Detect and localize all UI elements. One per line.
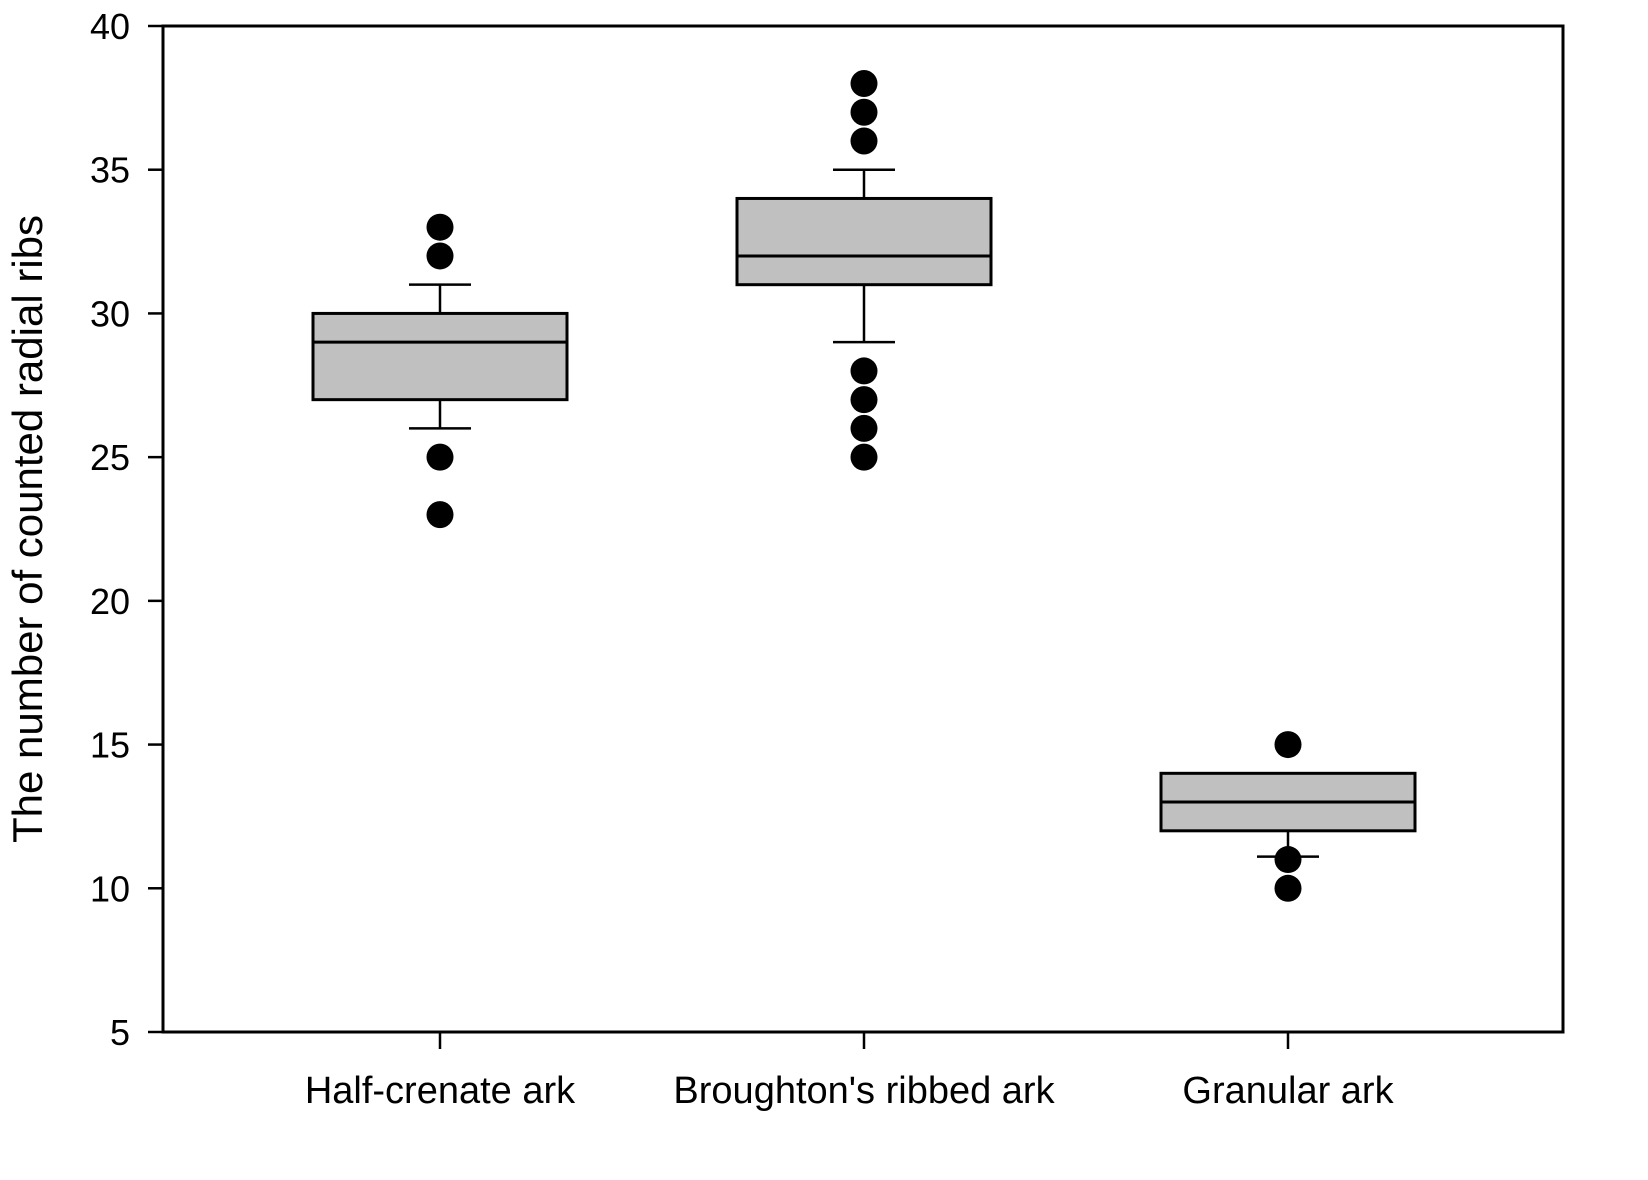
x-category-label: Broughton's ribbed ark: [673, 1070, 1055, 1112]
outlier-point: [426, 443, 454, 471]
outlier-point: [1274, 731, 1302, 759]
outlier-point: [850, 386, 878, 414]
x-category-label: Half-crenate ark: [305, 1070, 576, 1112]
outlier-point: [850, 98, 878, 126]
outlier-point: [850, 357, 878, 385]
box-0: [311, 213, 569, 529]
outlier-point: [426, 242, 454, 270]
y-tick-label: 20: [90, 581, 130, 622]
x-category-label: Granular ark: [1182, 1070, 1394, 1112]
outlier-point: [426, 501, 454, 529]
y-axis-title: The number of counted radial ribs: [4, 215, 51, 843]
outlier-point: [850, 127, 878, 155]
outlier-point: [1274, 874, 1302, 902]
outlier-point: [850, 69, 878, 97]
outlier-point: [1274, 846, 1302, 874]
outlier-point: [850, 443, 878, 471]
y-tick-label: 25: [90, 437, 130, 478]
outlier-point: [426, 213, 454, 241]
outlier-point: [850, 414, 878, 442]
x-axis: Half-crenate ark Broughton's ribbed ark Gr…: [305, 1032, 1395, 1112]
boxes-group: [311, 69, 1417, 902]
y-axis: 5 10 15 20 25 30 35 40: [90, 6, 163, 1053]
y-tick-label: 40: [90, 6, 130, 47]
y-tick-label: 30: [90, 293, 130, 334]
box-1: [735, 69, 993, 471]
box-2: [1159, 731, 1417, 902]
iqr-box: [311, 311, 569, 402]
y-tick-label: 5: [110, 1012, 130, 1053]
y-tick-label: 10: [90, 868, 130, 909]
iqr-box: [735, 196, 993, 287]
y-tick-label: 35: [90, 150, 130, 191]
y-tick-label: 15: [90, 725, 130, 766]
